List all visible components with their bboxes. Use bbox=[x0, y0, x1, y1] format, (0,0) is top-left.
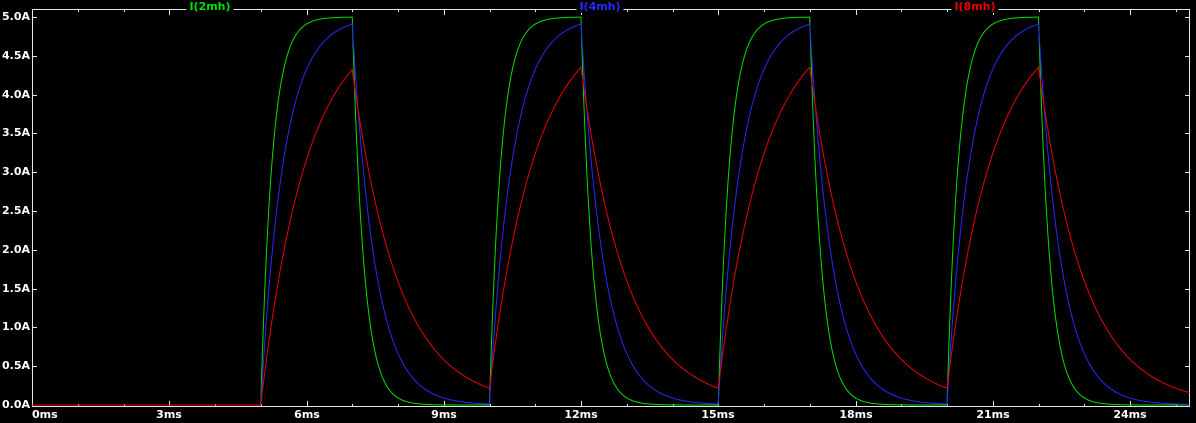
x-tick-label-3ms: 3ms bbox=[156, 408, 182, 421]
y-tick-label-1.0A: 1.0A bbox=[2, 320, 30, 333]
trace-i-2mh- bbox=[32, 16, 1190, 406]
y-tick-label-4.0A: 4.0A bbox=[2, 88, 30, 101]
y-tick-label-5.0A: 5.0A bbox=[2, 10, 30, 23]
y-tick-label-0.5A: 0.5A bbox=[2, 359, 30, 372]
y-tick-label-3.5A: 3.5A bbox=[2, 126, 30, 139]
x-tick-label-6ms: 6ms bbox=[294, 408, 320, 421]
trace-i-8mh- bbox=[32, 66, 1190, 406]
legend-label-i-2mh: I(2mh) bbox=[186, 1, 234, 13]
x-tick-label-18ms: 18ms bbox=[839, 408, 873, 421]
y-tick-label-2.0A: 2.0A bbox=[2, 243, 30, 256]
y-tick-label-0.0A: 0.0A bbox=[2, 398, 30, 411]
x-tick-label-15ms: 15ms bbox=[701, 408, 735, 421]
x-tick-label-24ms: 24ms bbox=[1113, 408, 1147, 421]
trace-i-4mh- bbox=[32, 23, 1190, 406]
legend-label-i-4mh: I(4mh) bbox=[576, 1, 624, 13]
x-tick-label-21ms: 21ms bbox=[976, 408, 1010, 421]
tick-marks bbox=[32, 9, 1190, 407]
x-tick-label-0ms: 0ms bbox=[32, 408, 58, 421]
y-tick-label-3.0A: 3.0A bbox=[2, 165, 30, 178]
plot-border bbox=[32, 9, 1190, 407]
x-tick-label-9ms: 9ms bbox=[431, 408, 457, 421]
y-tick-label-4.5A: 4.5A bbox=[2, 49, 30, 62]
legend-label-i-8mh: I(8mh) bbox=[951, 1, 999, 13]
y-tick-label-1.5A: 1.5A bbox=[2, 282, 30, 295]
x-tick-label-12ms: 12ms bbox=[564, 408, 598, 421]
y-tick-label-2.5A: 2.5A bbox=[2, 204, 30, 217]
